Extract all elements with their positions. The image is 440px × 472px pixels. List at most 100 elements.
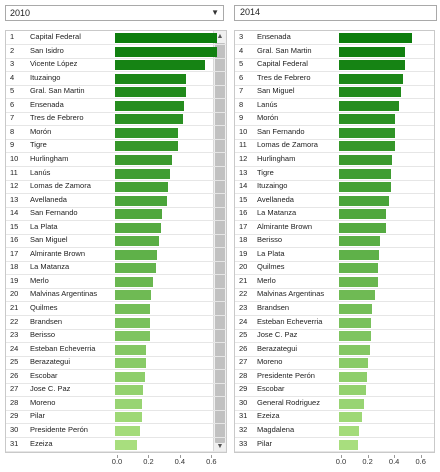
table-row: 16 La Matanza bbox=[235, 207, 434, 222]
rank-number: 33 bbox=[239, 438, 248, 448]
municipality-name: Malvinas Argentinas bbox=[257, 289, 325, 299]
municipality-name: Esteban Echeverria bbox=[257, 316, 323, 326]
table-row: 31 Ezeiza bbox=[6, 438, 226, 452]
rank-number: 15 bbox=[239, 194, 248, 204]
municipality-name: Lanús bbox=[257, 99, 278, 109]
table-row: 10 Hurlingham bbox=[6, 153, 226, 167]
value-bar bbox=[339, 195, 390, 206]
table-row: 30 Presidente Perón bbox=[6, 424, 226, 438]
value-bar bbox=[115, 385, 144, 396]
table-row: 10 San Fernando bbox=[235, 126, 434, 140]
table-row: 26 Escobar bbox=[6, 370, 226, 384]
rank-number: 10 bbox=[10, 153, 19, 163]
value-bar bbox=[339, 236, 381, 247]
table-row: 25 Jose C. Paz bbox=[235, 329, 434, 344]
table-row: 15 Avellaneda bbox=[235, 194, 434, 208]
municipality-name: Malvinas Argentinas bbox=[30, 289, 98, 299]
rank-number: 18 bbox=[10, 262, 19, 272]
value-bar bbox=[339, 100, 399, 111]
ranking-panel-2014: 3 Ensenada 4 Gral. San Martin 5 Capital Feder… bbox=[234, 30, 435, 453]
municipality-name: Avellaneda bbox=[257, 194, 294, 204]
value-bar bbox=[339, 385, 366, 396]
value-bar bbox=[115, 371, 145, 382]
municipality-name: Avellaneda bbox=[30, 194, 67, 204]
table-row: 27 Jose C. Paz bbox=[6, 383, 226, 398]
municipality-name: Presidente Perón bbox=[257, 370, 315, 380]
value-bar bbox=[115, 100, 185, 111]
axis-tick-mark bbox=[179, 455, 181, 458]
municipality-name: San Fernando bbox=[257, 126, 305, 136]
table-row: 9 Tigre bbox=[6, 139, 226, 154]
axis-tick-mark bbox=[367, 455, 369, 458]
rank-number: 29 bbox=[10, 411, 19, 421]
rank-number: 15 bbox=[10, 221, 19, 231]
rank-number: 24 bbox=[239, 316, 248, 326]
value-bar bbox=[339, 304, 373, 314]
rank-number: 14 bbox=[239, 181, 248, 191]
rank-number: 18 bbox=[239, 235, 248, 245]
rank-number: 19 bbox=[239, 248, 248, 258]
municipality-name: Ensenada bbox=[257, 32, 291, 41]
municipality-name: Lomas de Zamora bbox=[30, 181, 91, 191]
rank-number: 17 bbox=[239, 221, 248, 231]
scrollbar[interactable]: ▲ ▼ bbox=[213, 31, 226, 452]
axis-tick-mark bbox=[117, 455, 118, 458]
scrollbar-thumb[interactable] bbox=[215, 43, 225, 443]
axis-tick-mark bbox=[394, 455, 396, 458]
rank-number: 21 bbox=[239, 275, 248, 285]
value-bar bbox=[115, 114, 183, 125]
table-row: 7 Tres de Febrero bbox=[6, 112, 226, 127]
value-bar bbox=[339, 371, 367, 382]
municipality-name: Tigre bbox=[257, 167, 274, 177]
table-row: 27 Moreno bbox=[235, 356, 434, 371]
table-row: 12 Hurlingham bbox=[235, 153, 434, 167]
table-row: 28 Moreno bbox=[6, 397, 226, 411]
rank-number: 30 bbox=[10, 424, 19, 434]
rank-number: 9 bbox=[239, 113, 244, 123]
year-select-right[interactable] bbox=[234, 5, 437, 21]
municipality-name: Berazategui bbox=[30, 357, 71, 367]
value-bar bbox=[115, 425, 141, 436]
scroll-down-arrow-icon[interactable]: ▼ bbox=[216, 443, 224, 450]
table-row: 3 Vicente López bbox=[6, 58, 226, 73]
municipality-name: Gral. San Martin bbox=[30, 86, 85, 96]
municipality-name: Berisso bbox=[30, 330, 56, 340]
municipality-name: La Plata bbox=[30, 221, 58, 231]
table-row: 26 Berazategui bbox=[235, 343, 434, 357]
table-row: 30 General Rodriguez bbox=[235, 397, 434, 411]
municipality-name: San Isidro bbox=[30, 45, 64, 55]
table-row: 33 Pilar bbox=[235, 438, 434, 452]
municipality-name: Pilar bbox=[257, 438, 273, 448]
municipality-name: Vicente López bbox=[30, 59, 78, 69]
table-row: 32 Magdalena bbox=[235, 424, 434, 438]
value-bar bbox=[339, 182, 391, 193]
value-bar bbox=[115, 304, 150, 314]
municipality-name: Lomas de Zamora bbox=[257, 140, 318, 150]
municipality-name: Ituzaingo bbox=[257, 181, 288, 191]
value-bar bbox=[115, 344, 147, 355]
rank-number: 22 bbox=[239, 289, 248, 299]
municipality-name: Almirante Brown bbox=[30, 248, 86, 258]
axis-tick-label: 0.2 bbox=[362, 457, 373, 466]
scroll-up-arrow-icon[interactable]: ▲ bbox=[216, 33, 224, 40]
table-row: 1 Capital Federal bbox=[6, 31, 226, 45]
axis-tick-mark bbox=[148, 455, 150, 458]
municipality-name: San Fernando bbox=[30, 208, 78, 218]
table-row: 23 Berisso bbox=[6, 329, 226, 344]
rank-number: 23 bbox=[10, 330, 19, 340]
value-bar bbox=[115, 154, 172, 165]
table-row: 5 Capital Federal bbox=[235, 58, 434, 73]
rank-number: 19 bbox=[10, 275, 19, 285]
year-select-left[interactable]: 2010 ▼ bbox=[5, 5, 224, 21]
rank-number: 1 bbox=[10, 32, 15, 41]
value-bar bbox=[115, 412, 142, 423]
rank-number: 3 bbox=[239, 32, 244, 41]
municipality-name: Pilar bbox=[30, 411, 46, 421]
value-bar bbox=[115, 73, 186, 84]
table-row: 13 Avellaneda bbox=[6, 194, 226, 208]
rank-number: 21 bbox=[10, 303, 19, 312]
table-row: 21 Merlo bbox=[235, 275, 434, 289]
value-bar bbox=[115, 358, 147, 369]
table-row: 11 Lomas de Zamora bbox=[235, 139, 434, 154]
municipality-name: Ituzaingo bbox=[30, 72, 61, 82]
